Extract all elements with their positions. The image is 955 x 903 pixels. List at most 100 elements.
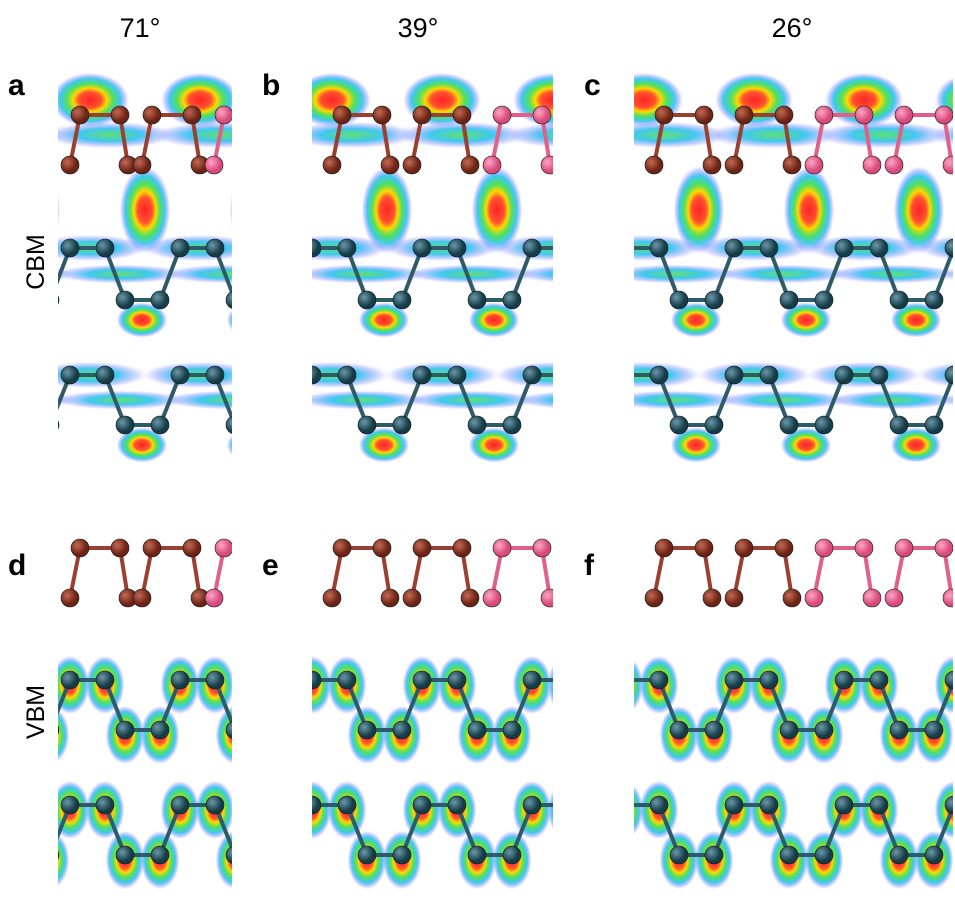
atom [650,796,668,814]
atom [655,106,673,124]
atom [205,589,223,607]
atom [215,539,233,557]
atom [615,366,633,384]
atom [303,366,321,384]
density [0,361,40,389]
atom [303,796,321,814]
atom [373,539,391,557]
atom [151,846,169,864]
atom [0,671,4,689]
atom [468,846,486,864]
atom [338,239,356,257]
atom [151,721,169,739]
atom [96,796,114,814]
density [604,780,644,840]
atom [835,239,853,257]
atom [338,671,356,689]
atom [151,291,169,309]
atom [468,721,486,739]
atom [448,796,466,814]
atom [670,846,688,864]
atom [503,846,521,864]
atom [578,721,596,739]
atom [780,721,798,739]
atom [116,846,134,864]
density [502,121,642,149]
atom [533,106,551,124]
density [512,390,652,410]
density [237,705,277,765]
atom [393,416,411,434]
atom [0,239,4,257]
atom [613,416,631,434]
bond [237,248,257,300]
atom [645,589,663,607]
atom [503,291,521,309]
atom [358,721,376,739]
bond [292,248,312,300]
atom [870,671,888,689]
atom [541,589,559,607]
atom [670,721,688,739]
atom [695,539,713,557]
atom [783,156,801,174]
atom [151,416,169,434]
density [0,655,15,715]
atom [468,291,486,309]
bond [604,248,624,300]
column-header: 39° [398,13,439,43]
atom [760,671,778,689]
atom [0,796,4,814]
atom [815,416,833,434]
column-header: 26° [772,13,813,43]
atom [863,589,881,607]
atom [613,846,631,864]
atom [870,366,888,384]
density [581,165,633,255]
atom [71,539,89,557]
atom [815,846,833,864]
atom [835,796,853,814]
density [578,302,630,338]
atom [650,366,668,384]
atom [41,846,59,864]
atom [725,796,743,814]
atom [725,366,743,384]
atom [171,239,189,257]
atom [277,156,295,174]
atom [461,589,479,607]
atom [338,796,356,814]
atom [805,589,823,607]
figure: 71° 39° 26° CBM VBM a b c d e f [0,0,955,903]
atom [283,721,301,739]
atom [373,106,391,124]
atom [835,366,853,384]
density [547,655,587,715]
atom [533,539,551,557]
atom [925,416,943,434]
atom [595,291,613,309]
bond [567,680,587,730]
atom [183,106,201,124]
bond [270,375,290,425]
atom [226,721,244,739]
density [567,705,607,765]
atom [323,589,341,607]
atom [560,846,578,864]
atom [116,291,134,309]
atom [248,721,266,739]
atom [71,106,89,124]
atom [333,539,351,557]
atom [890,416,908,434]
density [6,302,58,338]
density [547,780,587,840]
atom [523,239,541,257]
atom [503,416,521,434]
atom [558,366,576,384]
atom [453,539,471,557]
atom [560,416,578,434]
atom [615,671,633,689]
atom [171,366,189,384]
atom [890,721,908,739]
atom [6,416,24,434]
